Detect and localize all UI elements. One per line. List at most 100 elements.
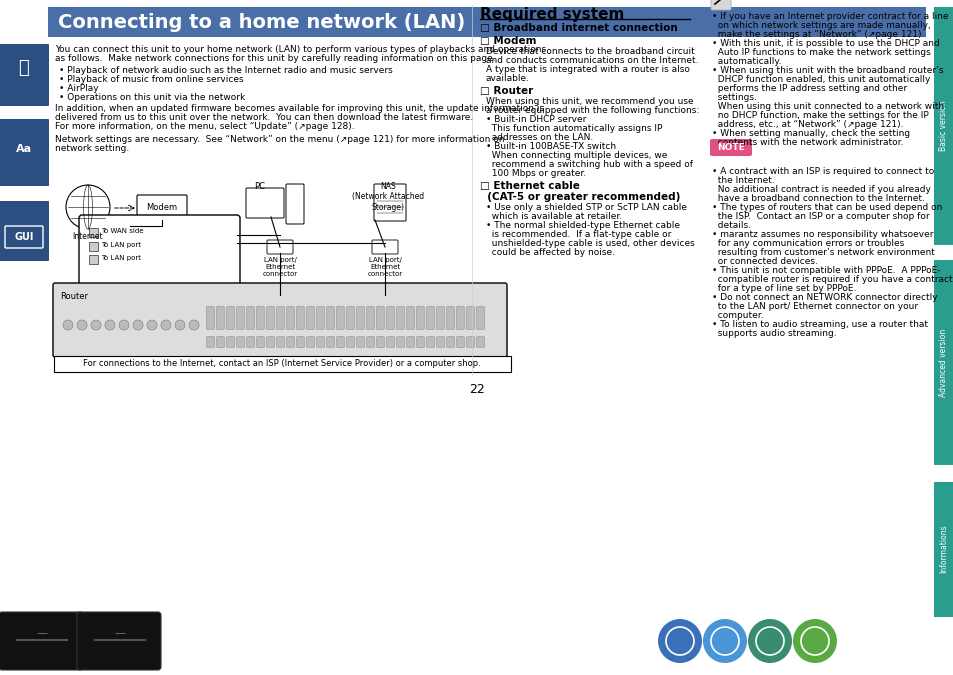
- Text: automatically.: automatically.: [711, 57, 781, 66]
- FancyBboxPatch shape: [396, 337, 404, 348]
- Text: • To listen to audio streaming, use a router that: • To listen to audio streaming, use a ro…: [711, 320, 927, 329]
- Text: available.: available.: [485, 74, 530, 83]
- FancyBboxPatch shape: [216, 306, 224, 329]
- Text: Connecting to a home network (LAN): Connecting to a home network (LAN): [58, 13, 465, 32]
- FancyBboxPatch shape: [416, 337, 424, 348]
- Circle shape: [119, 320, 129, 330]
- Text: NAS
(Network Attached
Storage): NAS (Network Attached Storage): [352, 182, 424, 212]
- FancyBboxPatch shape: [326, 337, 334, 348]
- Text: no DHCP function, make the settings for the IP: no DHCP function, make the settings for …: [711, 111, 928, 120]
- Text: To LAN port: To LAN port: [101, 255, 141, 261]
- FancyBboxPatch shape: [236, 337, 244, 348]
- FancyBboxPatch shape: [0, 119, 49, 186]
- Text: Basic version: Basic version: [939, 101, 947, 151]
- Text: network setting.: network setting.: [55, 144, 129, 153]
- Text: GUI: GUI: [14, 232, 33, 242]
- Text: for a type of line set by PPPoE.: for a type of line set by PPPoE.: [711, 284, 856, 293]
- Text: This function automatically assigns IP: This function automatically assigns IP: [485, 124, 661, 133]
- Circle shape: [792, 619, 836, 663]
- FancyBboxPatch shape: [346, 337, 354, 348]
- FancyBboxPatch shape: [90, 227, 98, 236]
- Text: 📖: 📖: [19, 59, 30, 77]
- FancyBboxPatch shape: [366, 306, 374, 329]
- FancyBboxPatch shape: [709, 139, 751, 156]
- Text: LAN port/
Ethernet
connector: LAN port/ Ethernet connector: [367, 257, 402, 277]
- FancyBboxPatch shape: [476, 337, 484, 348]
- FancyBboxPatch shape: [356, 337, 364, 348]
- Text: contents with the network administrator.: contents with the network administrator.: [711, 138, 902, 147]
- Text: the Internet.: the Internet.: [711, 176, 774, 185]
- Text: • When using this unit with the broadband router’s: • When using this unit with the broadban…: [711, 66, 943, 75]
- FancyBboxPatch shape: [267, 337, 274, 348]
- Text: □ Broadband internet connection: □ Broadband internet connection: [479, 23, 677, 33]
- Text: Advanced version: Advanced version: [939, 329, 947, 397]
- FancyBboxPatch shape: [246, 188, 284, 218]
- Text: • Playback of network audio such as the Internet radio and music servers: • Playback of network audio such as the …: [59, 65, 393, 75]
- Text: When using this unit connected to a network with: When using this unit connected to a netw…: [711, 102, 943, 111]
- Circle shape: [63, 320, 73, 330]
- FancyBboxPatch shape: [296, 337, 304, 348]
- FancyBboxPatch shape: [406, 337, 414, 348]
- FancyBboxPatch shape: [386, 306, 394, 329]
- Text: • AirPlay: • AirPlay: [59, 84, 98, 92]
- Text: NOTE: NOTE: [717, 142, 744, 151]
- FancyBboxPatch shape: [77, 612, 161, 670]
- FancyBboxPatch shape: [466, 306, 474, 329]
- FancyBboxPatch shape: [296, 306, 304, 329]
- FancyBboxPatch shape: [933, 260, 953, 465]
- FancyBboxPatch shape: [316, 337, 324, 348]
- Text: • marantz assumes no responsibility whatsoever: • marantz assumes no responsibility what…: [711, 230, 933, 239]
- Text: resulting from customer’s network environment: resulting from customer’s network enviro…: [711, 248, 934, 257]
- Text: • Playback of music from online services: • Playback of music from online services: [59, 75, 243, 84]
- FancyBboxPatch shape: [366, 337, 374, 348]
- Text: • The types of routers that can be used depend on: • The types of routers that can be used …: [711, 203, 942, 212]
- Circle shape: [747, 619, 791, 663]
- FancyBboxPatch shape: [374, 184, 406, 221]
- FancyBboxPatch shape: [90, 254, 98, 263]
- FancyBboxPatch shape: [256, 337, 264, 348]
- FancyBboxPatch shape: [446, 337, 454, 348]
- FancyBboxPatch shape: [287, 306, 294, 329]
- Text: recommend a switching hub with a speed of: recommend a switching hub with a speed o…: [485, 160, 692, 169]
- Text: □ Modem: □ Modem: [479, 36, 536, 46]
- Text: for any communication errors or troubles: for any communication errors or troubles: [711, 239, 903, 248]
- Text: Modem: Modem: [146, 203, 177, 213]
- FancyBboxPatch shape: [267, 306, 274, 329]
- FancyBboxPatch shape: [207, 337, 214, 348]
- FancyBboxPatch shape: [0, 612, 83, 670]
- FancyBboxPatch shape: [476, 306, 484, 329]
- Text: unshielded-type cable is used, other devices: unshielded-type cable is used, other dev…: [485, 239, 694, 248]
- FancyBboxPatch shape: [426, 337, 434, 348]
- Circle shape: [77, 320, 87, 330]
- Text: Auto IP functions to make the network settings: Auto IP functions to make the network se…: [711, 48, 930, 57]
- Text: the ISP.  Contact an ISP or a computer shop for: the ISP. Contact an ISP or a computer sh…: [711, 212, 928, 221]
- FancyBboxPatch shape: [436, 337, 444, 348]
- FancyBboxPatch shape: [227, 337, 234, 348]
- FancyBboxPatch shape: [426, 306, 434, 329]
- Text: Aa: Aa: [16, 144, 32, 154]
- Text: could be affected by noise.: could be affected by noise.: [485, 248, 615, 257]
- Text: —: —: [114, 628, 126, 638]
- Text: make the settings at “Network” (↗page 121).: make the settings at “Network” (↗page 12…: [711, 30, 923, 39]
- Circle shape: [91, 320, 101, 330]
- FancyBboxPatch shape: [247, 337, 254, 348]
- Text: Informations: Informations: [939, 524, 947, 573]
- FancyBboxPatch shape: [326, 306, 334, 329]
- Circle shape: [189, 320, 199, 330]
- FancyBboxPatch shape: [376, 306, 384, 329]
- FancyBboxPatch shape: [276, 306, 284, 329]
- FancyBboxPatch shape: [386, 337, 394, 348]
- Text: and conducts communications on the Internet.: and conducts communications on the Inter…: [485, 56, 698, 65]
- Text: • Built-in 100BASE-TX switch: • Built-in 100BASE-TX switch: [485, 142, 616, 151]
- FancyBboxPatch shape: [456, 337, 464, 348]
- FancyBboxPatch shape: [276, 337, 284, 348]
- Text: addresses on the LAN.: addresses on the LAN.: [485, 133, 593, 142]
- FancyBboxPatch shape: [316, 306, 324, 329]
- Text: When using this unit, we recommend you use: When using this unit, we recommend you u…: [485, 97, 693, 106]
- Text: a router equipped with the following functions:: a router equipped with the following fun…: [485, 106, 699, 115]
- FancyBboxPatch shape: [137, 195, 187, 221]
- Text: For more information, on the menu, select “Update” (↗page 128).: For more information, on the menu, selec…: [55, 122, 355, 132]
- Text: (CAT-5 or greater recommended): (CAT-5 or greater recommended): [479, 192, 679, 202]
- Text: on which network settings are made manually,: on which network settings are made manua…: [711, 21, 930, 30]
- Text: DHCP function enabled, this unit automatically: DHCP function enabled, this unit automat…: [711, 75, 929, 84]
